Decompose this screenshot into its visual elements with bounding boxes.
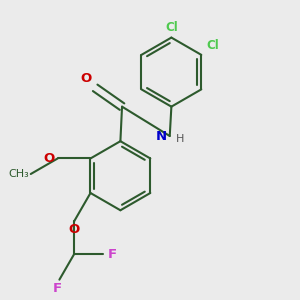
Text: O: O (81, 71, 92, 85)
Text: F: F (107, 248, 116, 261)
Text: Cl: Cl (165, 21, 178, 34)
Text: O: O (44, 152, 55, 165)
Text: O: O (68, 223, 80, 236)
Text: F: F (53, 282, 62, 295)
Text: H: H (176, 134, 184, 144)
Text: Cl: Cl (206, 39, 219, 52)
Text: CH₃: CH₃ (8, 169, 29, 179)
Text: N: N (156, 130, 167, 142)
